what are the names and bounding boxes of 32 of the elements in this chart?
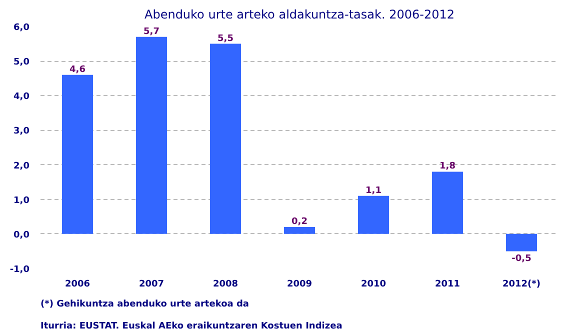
y-tick-label: -1,0 <box>10 265 30 275</box>
bar <box>432 172 464 234</box>
bar <box>136 36 168 234</box>
y-tick-label: 0,0 <box>14 230 30 240</box>
x-tick-label: 2011 <box>434 280 460 290</box>
text: Iturria: EUSTAT. Euskal AEko eraikuntzaren Kostuen Indizea <box>40 322 342 332</box>
text: (*) Gehikuntza abenduko urte artekoa da <box>40 300 249 310</box>
x-tick-label: 2010 <box>360 280 386 290</box>
data-label: -0,5 <box>512 254 532 264</box>
bar <box>210 44 242 234</box>
data-label: 1,8 <box>440 162 456 172</box>
y-tick-label: 4,0 <box>14 92 30 102</box>
bar <box>358 196 390 234</box>
x-tick-label: 2006 <box>64 280 90 290</box>
y-tick-label: 2,0 <box>14 161 30 172</box>
bar <box>506 234 538 252</box>
y-tick-label: 3,0 <box>14 126 30 137</box>
data-label: 5,7 <box>144 26 160 37</box>
data-label: 1,1 <box>366 186 382 196</box>
data-label: 4,6 <box>70 64 86 75</box>
y-tick-label: 1,0 <box>14 196 30 206</box>
bar <box>62 74 94 234</box>
x-tick-label: 2007 <box>138 280 164 290</box>
x-tick-label: 2012(*) <box>502 280 540 290</box>
x-tick-label: 2009 <box>286 280 312 290</box>
y-tick-label: 6,0 <box>14 23 30 33</box>
chart-title: Abenduko urte arteko aldakuntza-tasak. 2006-2012 <box>144 8 454 22</box>
data-label: 5,5 <box>218 34 234 44</box>
y-tick-label: 5,0 <box>14 58 30 68</box>
data-label: 0,2 <box>292 217 308 228</box>
x-tick-label: 2008 <box>212 280 238 290</box>
bar <box>284 227 316 234</box>
